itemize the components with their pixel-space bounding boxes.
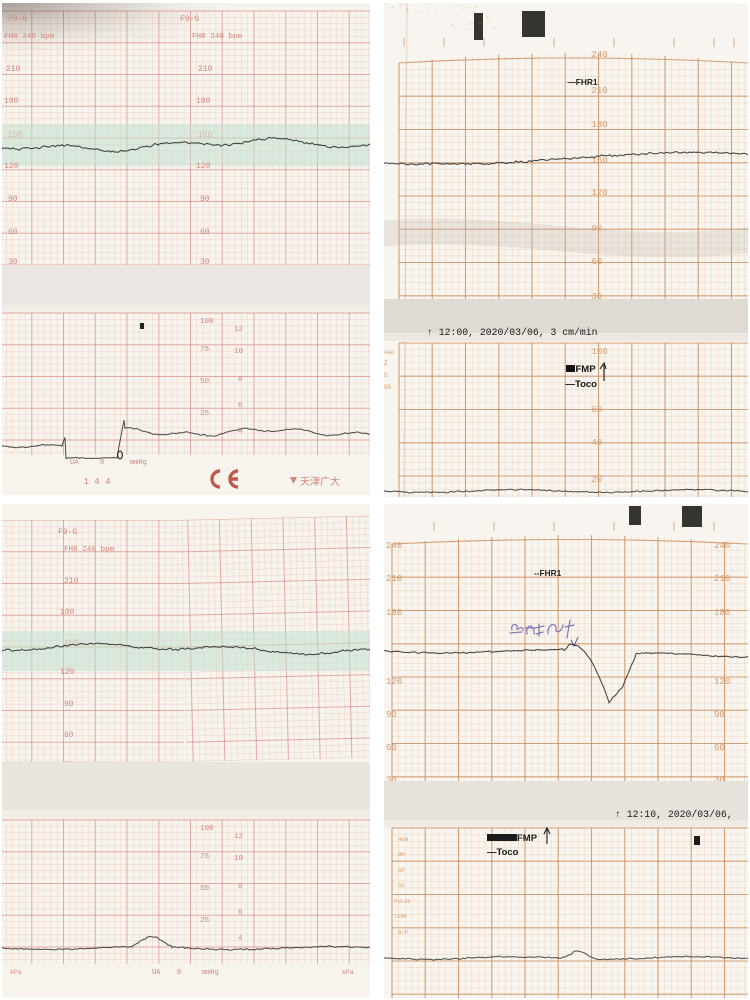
svg-text:mmHg: mmHg bbox=[202, 969, 219, 977]
svg-text:PULSE: PULSE bbox=[394, 898, 411, 905]
svg-text:60: 60 bbox=[8, 228, 18, 237]
svg-text:0: 0 bbox=[177, 969, 181, 977]
svg-text:150: 150 bbox=[64, 639, 79, 648]
svg-text:FMP: FMP bbox=[576, 364, 597, 375]
svg-text:480: 480 bbox=[384, 350, 394, 356]
svg-text:60: 60 bbox=[386, 743, 397, 753]
svg-text:10: 10 bbox=[234, 348, 244, 356]
svg-text:1 4 4: 1 4 4 bbox=[83, 477, 110, 487]
svg-text:120: 120 bbox=[60, 668, 75, 677]
svg-text:kPa: kPa bbox=[342, 969, 354, 976]
svg-text:F9-G: F9-G bbox=[8, 15, 27, 24]
svg-text:--FHR1: --FHR1 bbox=[534, 568, 562, 578]
svg-text:100: 100 bbox=[200, 825, 214, 833]
svg-text:F9-G: F9-G bbox=[58, 528, 77, 537]
svg-text:60: 60 bbox=[592, 257, 603, 267]
svg-text:HON: HON bbox=[398, 836, 408, 843]
svg-text:10: 10 bbox=[234, 855, 244, 863]
svg-text:210: 210 bbox=[714, 574, 730, 584]
svg-text:FHR 240 bpm: FHR 240 bpm bbox=[4, 33, 55, 41]
svg-text:210: 210 bbox=[64, 577, 79, 586]
svg-text:25: 25 bbox=[200, 410, 210, 418]
svg-text:100: 100 bbox=[200, 318, 214, 326]
svg-text:50: 50 bbox=[200, 885, 210, 893]
svg-text:50: 50 bbox=[200, 378, 210, 386]
svg-text:100: 100 bbox=[592, 347, 608, 357]
svg-text:25: 25 bbox=[200, 917, 210, 925]
svg-text:8: 8 bbox=[238, 376, 243, 384]
svg-text:mmHg: mmHg bbox=[130, 459, 147, 467]
svg-text:kPa: kPa bbox=[10, 969, 22, 976]
svg-text:180: 180 bbox=[60, 608, 75, 617]
svg-text:UA: UA bbox=[152, 969, 161, 977]
svg-text:120: 120 bbox=[386, 677, 402, 687]
svg-text:210: 210 bbox=[386, 574, 402, 584]
svg-text:—Toco: —Toco bbox=[566, 379, 598, 390]
svg-text:FHR 240 bpm: FHR 240 bpm bbox=[64, 546, 115, 554]
svg-text:90: 90 bbox=[386, 710, 397, 720]
svg-text:180: 180 bbox=[714, 608, 730, 618]
svg-text:12: 12 bbox=[234, 833, 244, 841]
svg-text:150: 150 bbox=[198, 131, 213, 140]
svg-text:180: 180 bbox=[196, 97, 211, 106]
svg-text:4: 4 bbox=[238, 935, 243, 943]
svg-text:↑ 12:00, 2020/03/06, 3 cm/min: ↑ 12:00, 2020/03/06, 3 cm/min bbox=[427, 327, 598, 338]
svg-text:75: 75 bbox=[200, 346, 210, 354]
svg-text:240: 240 bbox=[592, 50, 608, 60]
svg-text:180: 180 bbox=[592, 120, 608, 130]
svg-text:150: 150 bbox=[8, 131, 23, 140]
svg-text:—Toco: —Toco bbox=[487, 847, 519, 858]
svg-text:8: 8 bbox=[238, 883, 243, 891]
svg-text:6: 6 bbox=[238, 909, 243, 917]
svg-text:120: 120 bbox=[714, 677, 730, 687]
svg-text:40: 40 bbox=[592, 438, 603, 448]
svg-text:5: 5 bbox=[384, 372, 388, 379]
svg-text:6: 6 bbox=[238, 402, 243, 410]
svg-text:UA: UA bbox=[70, 459, 79, 467]
svg-text:F9-G: F9-G bbox=[180, 15, 199, 24]
svg-text:12: 12 bbox=[234, 326, 244, 334]
svg-text:TEMP: TEMP bbox=[394, 913, 408, 920]
svg-text:20: 20 bbox=[592, 475, 603, 485]
svg-text:O2: O2 bbox=[398, 882, 405, 889]
svg-text:90: 90 bbox=[200, 195, 210, 204]
svg-text:95: 95 bbox=[384, 384, 392, 391]
svg-text:FHR 240 bpm: FHR 240 bpm bbox=[192, 33, 243, 41]
svg-text:75: 75 bbox=[200, 853, 210, 861]
svg-text:BM: BM bbox=[398, 851, 405, 858]
svg-text:60: 60 bbox=[200, 228, 210, 237]
svg-text:210: 210 bbox=[592, 86, 608, 96]
svg-text:210: 210 bbox=[198, 65, 213, 74]
svg-text:240: 240 bbox=[386, 541, 402, 551]
svg-text:↑ 12:10, 2020/03/06,: ↑ 12:10, 2020/03/06, bbox=[615, 809, 733, 820]
svg-text:90: 90 bbox=[714, 710, 725, 720]
svg-text:B/P: B/P bbox=[398, 929, 409, 936]
svg-text:90: 90 bbox=[8, 195, 18, 204]
svg-text:—FHR1: —FHR1 bbox=[568, 77, 598, 87]
svg-text:120: 120 bbox=[4, 162, 19, 171]
svg-text:180: 180 bbox=[4, 97, 19, 106]
svg-text:BP: BP bbox=[398, 867, 405, 874]
svg-text:90: 90 bbox=[64, 700, 74, 709]
svg-text:Z: Z bbox=[384, 360, 388, 367]
svg-text:180: 180 bbox=[386, 608, 402, 618]
svg-text:120: 120 bbox=[196, 162, 211, 171]
svg-text:210: 210 bbox=[6, 65, 21, 74]
svg-text:0: 0 bbox=[100, 459, 104, 467]
svg-text:天津广大: 天津广大 bbox=[300, 475, 340, 488]
svg-text:60: 60 bbox=[592, 405, 603, 415]
svg-text:60: 60 bbox=[64, 731, 74, 740]
svg-text:240: 240 bbox=[714, 541, 730, 551]
svg-text:60: 60 bbox=[714, 743, 725, 753]
svg-text:FMP: FMP bbox=[517, 833, 538, 844]
svg-text:120: 120 bbox=[592, 188, 608, 198]
